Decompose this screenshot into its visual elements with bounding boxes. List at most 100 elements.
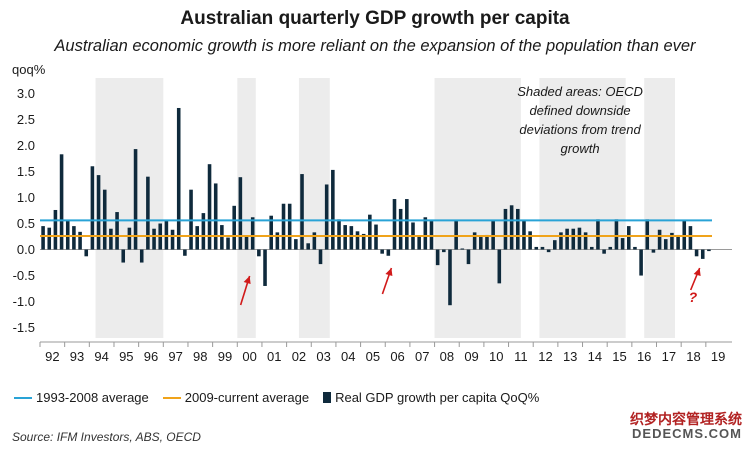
x-tick-label: 11 <box>514 349 528 364</box>
bar <box>670 232 674 250</box>
legend-label: 1993-2008 average <box>36 390 149 405</box>
x-tick-label: 12 <box>538 349 552 364</box>
bar <box>263 249 267 286</box>
bar <box>176 107 181 250</box>
bar <box>41 226 45 250</box>
bar <box>503 208 508 250</box>
y-axis-label: qoq% <box>12 62 46 77</box>
bar <box>281 203 286 250</box>
red-arrow-head <box>243 276 251 284</box>
bar <box>127 227 132 250</box>
y-tick-label: 1.5 <box>17 164 35 179</box>
bar <box>361 233 366 250</box>
x-tick-label: 01 <box>267 349 281 364</box>
bar <box>201 213 206 250</box>
bar <box>331 169 335 250</box>
bar <box>170 229 175 250</box>
legend-swatch-orange-line <box>162 396 181 399</box>
shaded-area <box>434 78 521 338</box>
question-mark: ? <box>689 289 698 305</box>
x-tick-label: 04 <box>341 349 355 364</box>
bar <box>121 249 126 263</box>
bar <box>405 199 409 250</box>
bar <box>657 229 662 250</box>
bar <box>479 236 483 250</box>
bar <box>472 232 477 250</box>
bar <box>485 234 489 250</box>
bar <box>47 227 52 250</box>
bar <box>324 184 329 250</box>
bar <box>534 246 539 250</box>
x-tick-label: 95 <box>119 349 133 364</box>
bar <box>466 249 471 265</box>
y-tick-label: 0.0 <box>17 242 35 257</box>
bar <box>84 249 89 257</box>
bar <box>645 219 650 250</box>
bar <box>195 226 199 250</box>
watermark-text: 织梦内容管理系统 <box>630 411 742 427</box>
bar <box>559 232 563 250</box>
bar <box>688 226 693 250</box>
x-tick-label: 96 <box>144 349 158 364</box>
bar <box>207 164 212 250</box>
chart-title: Australian quarterly GDP growth per capi… <box>180 8 570 29</box>
bar <box>78 231 82 250</box>
bar <box>164 219 169 250</box>
bar <box>300 174 304 250</box>
bar <box>349 226 354 250</box>
bar <box>306 243 310 250</box>
bar <box>423 217 428 250</box>
y-tick-label: 0.5 <box>17 216 35 231</box>
bar <box>516 208 520 250</box>
bar <box>312 232 317 250</box>
bar <box>392 199 397 250</box>
bar <box>183 249 187 256</box>
legend-label: Real GDP growth per capita QoQ% <box>335 390 540 405</box>
bar <box>602 249 606 254</box>
x-tick-label: 05 <box>366 349 380 364</box>
legend-item-1993-2008-average: 1993-2008 average <box>14 390 149 405</box>
bar <box>318 249 323 265</box>
bar <box>596 219 600 250</box>
bar <box>583 232 588 250</box>
bar <box>96 175 101 250</box>
x-tick-label: 06 <box>390 349 404 364</box>
bar <box>497 249 502 284</box>
y-tick-label: 1.0 <box>17 190 35 205</box>
bar <box>633 246 637 250</box>
bar <box>694 249 699 257</box>
source-note: Source: IFM Investors, ABS, OECD <box>12 430 201 444</box>
bar <box>663 239 668 250</box>
y-tick-label: 2.5 <box>17 112 35 127</box>
bar <box>651 249 656 253</box>
bar <box>232 205 236 250</box>
bar <box>626 226 631 250</box>
bar <box>355 231 360 250</box>
shaded-note-line: growth <box>561 141 600 156</box>
bar <box>275 232 280 250</box>
x-tick-label: 16 <box>637 349 651 364</box>
bar <box>442 249 446 253</box>
bar <box>417 236 421 250</box>
bar <box>546 249 551 253</box>
bar <box>287 203 292 250</box>
shaded-area <box>539 78 626 338</box>
bar <box>528 231 532 250</box>
legend-item-real-gdp: Real GDP growth per capita QoQ% <box>323 390 539 405</box>
shaded-area <box>95 78 164 338</box>
bar <box>152 228 156 250</box>
shaded-note-line: deviations from trend <box>519 122 641 137</box>
bar <box>72 226 76 250</box>
bar <box>244 236 249 250</box>
bar <box>337 219 341 250</box>
x-tick-label: 98 <box>193 349 207 364</box>
watermark: 织梦内容管理系统 DEDECMS.COM <box>630 411 742 442</box>
x-tick-label: 17 <box>662 349 676 364</box>
x-tick-label: 99 <box>218 349 232 364</box>
bar <box>133 149 138 250</box>
x-tick-label: 93 <box>70 349 84 364</box>
x-tick-label: 13 <box>563 349 577 364</box>
x-tick-label: 10 <box>489 349 503 364</box>
bar <box>109 228 113 250</box>
bar <box>374 224 378 250</box>
